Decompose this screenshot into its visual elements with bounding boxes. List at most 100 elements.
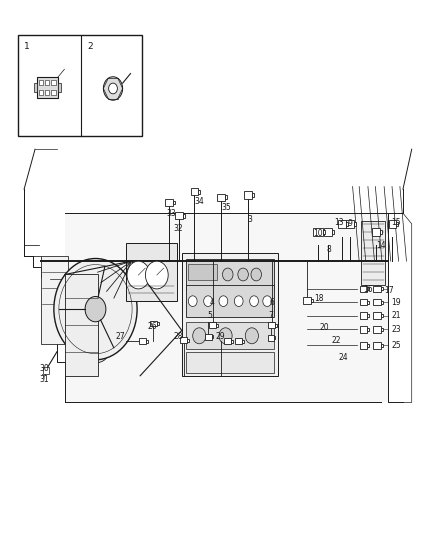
Bar — [361, 221, 385, 285]
Bar — [313, 228, 323, 236]
Bar — [18, 35, 142, 136]
Text: 29: 29 — [216, 333, 226, 341]
Bar — [43, 367, 49, 374]
Text: 35: 35 — [221, 204, 231, 212]
Circle shape — [219, 296, 228, 306]
Bar — [373, 342, 381, 349]
Text: 16: 16 — [363, 285, 373, 294]
Text: 19: 19 — [391, 298, 401, 307]
Bar — [186, 322, 274, 349]
Bar — [183, 214, 184, 217]
Circle shape — [109, 83, 117, 94]
Circle shape — [234, 296, 243, 306]
Circle shape — [127, 261, 150, 289]
Bar — [303, 297, 311, 304]
Bar — [45, 90, 49, 95]
Text: Y: Y — [41, 375, 45, 381]
Text: 7: 7 — [268, 311, 273, 320]
Bar — [373, 286, 381, 292]
Text: 13: 13 — [335, 218, 344, 227]
Bar — [198, 190, 201, 193]
Bar — [186, 259, 274, 290]
Bar — [367, 314, 369, 317]
Text: 21: 21 — [391, 311, 401, 320]
Bar — [34, 83, 37, 92]
Bar — [381, 301, 383, 304]
Bar — [373, 326, 381, 333]
Bar — [37, 77, 58, 98]
Text: 20: 20 — [319, 323, 329, 332]
Polygon shape — [41, 256, 68, 344]
Circle shape — [219, 328, 232, 344]
Bar — [180, 337, 187, 343]
Bar — [373, 299, 381, 305]
Bar — [126, 243, 177, 301]
Text: 4: 4 — [210, 298, 215, 307]
Bar — [367, 301, 369, 304]
Bar — [182, 253, 278, 376]
Bar — [338, 220, 346, 228]
Text: 32: 32 — [174, 224, 184, 232]
Bar — [186, 352, 274, 373]
Bar — [381, 314, 383, 317]
Bar — [360, 342, 367, 349]
Bar — [381, 328, 383, 331]
Bar — [373, 312, 381, 319]
Bar — [191, 188, 198, 195]
Bar — [360, 326, 367, 333]
Bar — [39, 80, 43, 85]
Bar — [175, 212, 183, 220]
Bar — [235, 338, 242, 344]
Text: 5: 5 — [207, 311, 212, 320]
Text: 8: 8 — [326, 245, 331, 254]
Ellipse shape — [82, 342, 109, 363]
Text: 22: 22 — [332, 336, 341, 344]
Bar — [51, 80, 56, 85]
Bar — [268, 322, 275, 328]
Bar — [367, 328, 369, 331]
Bar — [242, 340, 244, 343]
Bar — [396, 222, 399, 226]
Bar — [157, 322, 159, 325]
Text: 31: 31 — [39, 375, 49, 384]
Bar — [45, 80, 49, 85]
Bar — [150, 321, 157, 326]
Bar — [252, 192, 254, 197]
Bar — [188, 264, 217, 280]
Bar — [323, 230, 325, 234]
Text: 14: 14 — [376, 241, 386, 249]
Bar — [389, 220, 396, 228]
Bar — [51, 90, 56, 95]
Bar — [332, 230, 334, 234]
Circle shape — [188, 296, 197, 306]
Circle shape — [193, 328, 206, 344]
Bar — [360, 286, 367, 292]
Bar — [217, 193, 225, 200]
Bar — [231, 340, 233, 343]
Bar — [346, 220, 354, 228]
Text: 28: 28 — [174, 333, 184, 341]
Bar — [372, 228, 380, 236]
Circle shape — [54, 259, 137, 360]
Text: 33: 33 — [167, 209, 177, 217]
Bar — [146, 340, 148, 343]
Bar — [187, 338, 189, 342]
Bar — [205, 334, 212, 340]
Bar — [380, 230, 381, 234]
Bar — [139, 338, 146, 344]
Text: 1: 1 — [24, 42, 30, 51]
Text: 6: 6 — [269, 298, 274, 307]
Circle shape — [251, 268, 261, 281]
Text: 9: 9 — [348, 220, 353, 228]
Bar — [381, 287, 383, 290]
Text: 17: 17 — [384, 286, 394, 295]
Bar — [360, 312, 367, 319]
Bar — [381, 344, 383, 347]
Bar — [268, 335, 274, 341]
Text: 27: 27 — [116, 333, 125, 341]
Circle shape — [263, 296, 272, 306]
Bar — [186, 285, 274, 317]
Text: 30: 30 — [39, 365, 49, 373]
Bar — [324, 228, 332, 236]
Bar — [275, 324, 277, 327]
